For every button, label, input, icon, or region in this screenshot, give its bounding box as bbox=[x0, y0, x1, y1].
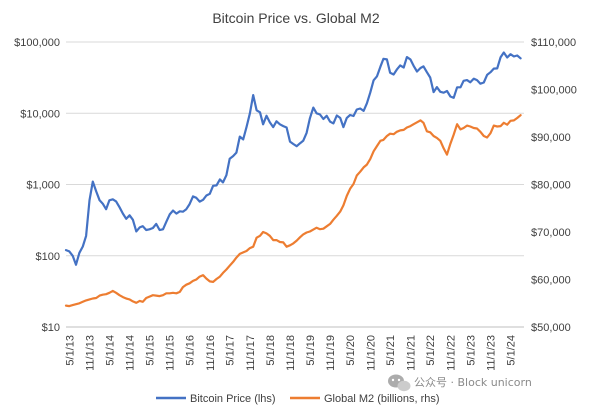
x-tick-label: 5/1/20 bbox=[345, 335, 357, 366]
x-tick-label: 11/1/23 bbox=[486, 335, 498, 371]
chart-title: Bitcoin Price vs. Global M2 bbox=[212, 10, 379, 26]
x-tick-label: 5/1/24 bbox=[506, 335, 518, 366]
series-layer bbox=[64, 51, 522, 308]
right-y-tick-label: $60,000 bbox=[531, 275, 571, 287]
series-line bbox=[64, 51, 522, 266]
x-tick-label: 5/1/13 bbox=[64, 335, 76, 366]
watermark-text: 公众号 · Block unicorn bbox=[414, 376, 532, 389]
x-tick-label: 11/1/20 bbox=[365, 335, 377, 371]
watermark: 公众号 · Block unicorn bbox=[388, 374, 532, 392]
x-tick-label: 11/1/19 bbox=[325, 335, 337, 371]
x-tick-label: 11/1/18 bbox=[285, 335, 297, 371]
left-y-axis: $10 $100 $1,000 $10,000 $100,000 bbox=[14, 37, 60, 334]
left-y-tick-label: $100,000 bbox=[14, 37, 60, 49]
x-tick-label: 11/1/17 bbox=[245, 335, 257, 371]
right-y-axis: $50,000 $60,000 $70,000 $80,000 $90,000 $100,… bbox=[531, 37, 577, 334]
left-y-tick-label: $10 bbox=[42, 322, 60, 334]
legend-label: Global M2 (billions, rhs) bbox=[324, 393, 440, 405]
x-tick-label: 5/1/16 bbox=[185, 335, 197, 366]
legend: Bitcoin Price (lhs) Global M2 (billions, … bbox=[156, 393, 440, 405]
x-tick-label: 11/1/14 bbox=[125, 335, 137, 371]
wechat-logo-icon bbox=[388, 374, 411, 392]
right-y-tick-label: $90,000 bbox=[531, 132, 571, 144]
right-y-tick-label: $110,000 bbox=[531, 37, 576, 49]
x-tick-label: 11/1/13 bbox=[85, 335, 97, 371]
left-y-tick-label: $100 bbox=[36, 251, 60, 263]
x-tick-label: 5/1/17 bbox=[225, 335, 237, 366]
x-tick-label: 11/1/15 bbox=[165, 335, 177, 371]
x-tick-label: 11/1/16 bbox=[205, 335, 217, 371]
x-tick-label: 11/1/22 bbox=[445, 335, 457, 371]
x-axis: 5/1/13 11/1/13 5/1/14 11/1/14 5/1/15 11/1/15 5… bbox=[64, 335, 517, 371]
x-tick-label: 5/1/22 bbox=[425, 335, 437, 366]
right-y-tick-label: $70,000 bbox=[531, 227, 571, 239]
x-tick-label: 5/1/18 bbox=[265, 335, 277, 366]
x-tick-label: 11/1/21 bbox=[405, 335, 417, 371]
x-tick-label: 5/1/15 bbox=[145, 335, 157, 366]
right-y-tick-label: $50,000 bbox=[531, 322, 571, 334]
legend-label: Bitcoin Price (lhs) bbox=[190, 393, 276, 405]
gridlines bbox=[66, 41, 524, 257]
x-tick-label: 5/1/14 bbox=[104, 335, 116, 366]
x-tick-label: 5/1/19 bbox=[305, 335, 317, 366]
left-y-tick-label: $10,000 bbox=[20, 108, 60, 120]
x-tick-label: 5/1/23 bbox=[465, 335, 477, 366]
right-y-tick-label: $100,000 bbox=[531, 85, 577, 97]
left-y-tick-label: $1,000 bbox=[26, 180, 60, 192]
right-y-tick-label: $80,000 bbox=[531, 180, 571, 192]
series-line bbox=[64, 114, 522, 308]
x-tick-label: 5/1/21 bbox=[385, 335, 397, 366]
